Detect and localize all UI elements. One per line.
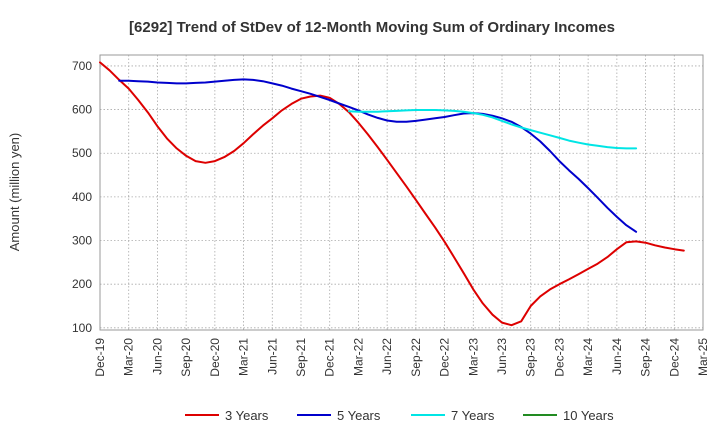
y-axis: 100 200 300 400 500 600 700 [72,59,92,335]
x-tick-label: Dec-22 [438,338,452,377]
x-tick-label: Jun-20 [150,338,164,375]
x-tick-label: Sep-24 [639,338,653,377]
x-tick-label: Mar-25 [696,338,710,376]
x-tick-label: Mar-22 [351,338,365,376]
x-tick-label: Dec-20 [208,338,222,377]
y-tick-label: 100 [72,321,92,335]
legend-label: 5 Years [337,408,381,423]
x-tick-label: Mar-20 [122,338,136,376]
x-tick-label: Jun-23 [495,338,509,375]
x-tick-label: Mar-21 [237,338,251,376]
series-line-3-years [99,61,685,327]
x-tick-label: Dec-24 [667,338,681,377]
x-tick-label: Mar-24 [581,338,595,376]
chart-title: [6292] Trend of StDev of 12-Month Moving… [129,19,615,36]
x-tick-label: Sep-20 [179,338,193,377]
y-tick-label: 700 [72,59,92,73]
legend-label: 7 Years [451,408,495,423]
x-tick-label: Jun-24 [610,338,624,375]
x-tick-label: Sep-22 [409,338,423,377]
plot-area [99,54,704,331]
y-tick-label: 300 [72,234,92,248]
x-tick-label: Dec-19 [93,338,107,377]
x-tick-label: Dec-23 [552,338,566,377]
x-tick-label: Sep-23 [524,338,538,377]
legend-label: 3 Years [225,408,269,423]
x-tick-label: Dec-21 [323,338,337,377]
legend: 3 Years 5 Years 7 Years 10 Years [185,408,614,423]
x-tick-label: Mar-23 [466,338,480,376]
y-tick-label: 500 [72,146,92,160]
series-lines [99,61,685,327]
x-tick-label: Sep-21 [294,338,308,377]
series-line-5-years [118,78,638,233]
series-line-7-years [348,109,638,150]
grid [100,55,703,330]
x-tick-label: Jun-21 [265,338,279,375]
x-tick-label: Jun-22 [380,338,394,375]
legend-label: 10 Years [563,408,614,423]
y-axis-title: Amount (million yen) [7,133,22,252]
y-tick-label: 400 [72,190,92,204]
x-axis: Dec-19 Mar-20 Jun-20 Sep-20 Dec-20 Mar-21 Jun-… [93,338,710,377]
y-tick-label: 600 [72,103,92,117]
y-tick-label: 200 [72,277,92,291]
